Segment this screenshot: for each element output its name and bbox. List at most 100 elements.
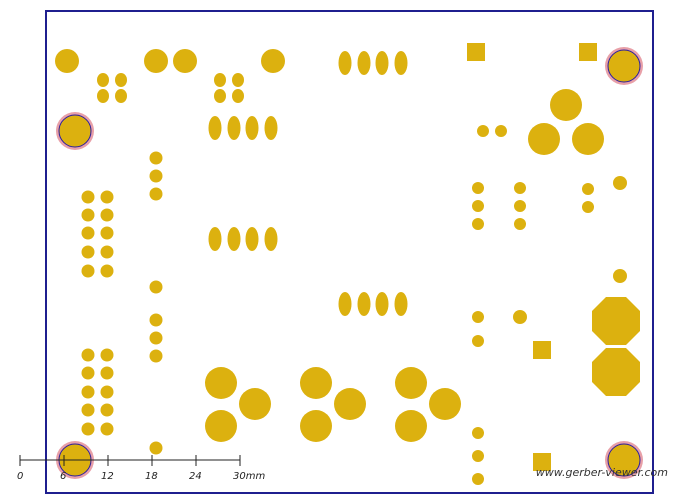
small-pad — [97, 73, 109, 87]
small-pad — [472, 182, 484, 194]
pads — [55, 43, 640, 485]
small-pad — [495, 125, 507, 137]
large-pad — [334, 388, 366, 420]
small-pad — [232, 89, 244, 103]
small-pad — [472, 473, 484, 485]
small-pad — [115, 89, 127, 103]
small-pad — [472, 200, 484, 212]
octagon-pad — [592, 297, 640, 345]
mounting-hole-pad — [607, 49, 641, 83]
octagon-pad — [592, 348, 640, 396]
small-pad — [472, 450, 484, 462]
large-pad — [550, 89, 582, 121]
small-pad — [214, 89, 226, 103]
small-pad — [100, 226, 114, 240]
small-pad — [582, 201, 594, 213]
small-pad — [613, 176, 627, 190]
small-pad — [513, 310, 527, 324]
square-pad — [533, 453, 551, 471]
small-pad — [232, 73, 244, 87]
large-pad — [395, 367, 427, 399]
square-pad — [533, 341, 551, 359]
small-pad — [149, 169, 163, 183]
large-pad — [528, 123, 560, 155]
watermark-text: www.gerber-viewer.com — [536, 466, 668, 479]
small-pad — [472, 427, 484, 439]
small-pad — [115, 73, 127, 87]
small-pad — [472, 218, 484, 230]
oval-pad — [227, 116, 241, 140]
oval-pad — [375, 292, 389, 316]
small-pad — [582, 183, 594, 195]
oval-pad — [375, 51, 389, 75]
small-pad — [100, 245, 114, 259]
small-pad — [514, 200, 526, 212]
round-pad — [261, 49, 285, 73]
small-pad — [149, 349, 163, 363]
board-outline — [45, 10, 654, 494]
large-pad — [300, 410, 332, 442]
small-pad — [81, 245, 95, 259]
small-pad — [81, 226, 95, 240]
small-pad — [81, 422, 95, 436]
small-pad — [514, 182, 526, 194]
oval-pad — [394, 292, 408, 316]
small-pad — [214, 73, 226, 87]
small-pad — [100, 348, 114, 362]
small-pad — [477, 125, 489, 137]
square-pad — [579, 43, 597, 61]
large-pad — [572, 123, 604, 155]
oval-pad — [264, 116, 278, 140]
oval-pad — [357, 51, 371, 75]
small-pad — [81, 208, 95, 222]
mounting-hole-pad — [58, 114, 92, 148]
small-pad — [149, 441, 163, 455]
oval-pad — [264, 227, 278, 251]
oval-pad — [227, 227, 241, 251]
scale-label: 30mm — [233, 471, 265, 482]
oval-pad — [338, 292, 352, 316]
small-pad — [81, 190, 95, 204]
small-pad — [100, 385, 114, 399]
large-pad — [205, 410, 237, 442]
round-pad — [55, 49, 79, 73]
small-pad — [472, 311, 484, 323]
small-pad — [81, 264, 95, 278]
scale-label: 24 — [189, 471, 202, 482]
small-pad — [100, 422, 114, 436]
large-pad — [429, 388, 461, 420]
large-pad — [205, 367, 237, 399]
oval-pad — [208, 227, 222, 251]
small-pad — [149, 187, 163, 201]
square-pad — [467, 43, 485, 61]
scale-label: 18 — [145, 471, 158, 482]
large-pad — [300, 367, 332, 399]
oval-pad — [338, 51, 352, 75]
round-pad — [144, 49, 168, 73]
oval-pad — [394, 51, 408, 75]
oval-pad — [245, 227, 259, 251]
small-pad — [97, 89, 109, 103]
small-pad — [100, 208, 114, 222]
small-pad — [149, 151, 163, 165]
scale-label: 6 — [60, 471, 66, 482]
small-pad — [100, 190, 114, 204]
oval-pad — [208, 116, 222, 140]
mounting-hole-pad — [607, 443, 641, 477]
round-pad — [173, 49, 197, 73]
small-pad — [81, 366, 95, 380]
large-pad — [239, 388, 271, 420]
small-pad — [81, 403, 95, 417]
oval-pad — [245, 116, 259, 140]
small-pad — [149, 280, 163, 294]
scale-label: 12 — [101, 471, 114, 482]
small-pad — [149, 313, 163, 327]
small-pad — [100, 403, 114, 417]
small-pad — [81, 348, 95, 362]
small-pad — [514, 218, 526, 230]
scale-bar: 0 6 12 18 24 30mm — [17, 455, 265, 482]
small-pad — [81, 385, 95, 399]
small-pad — [149, 331, 163, 345]
